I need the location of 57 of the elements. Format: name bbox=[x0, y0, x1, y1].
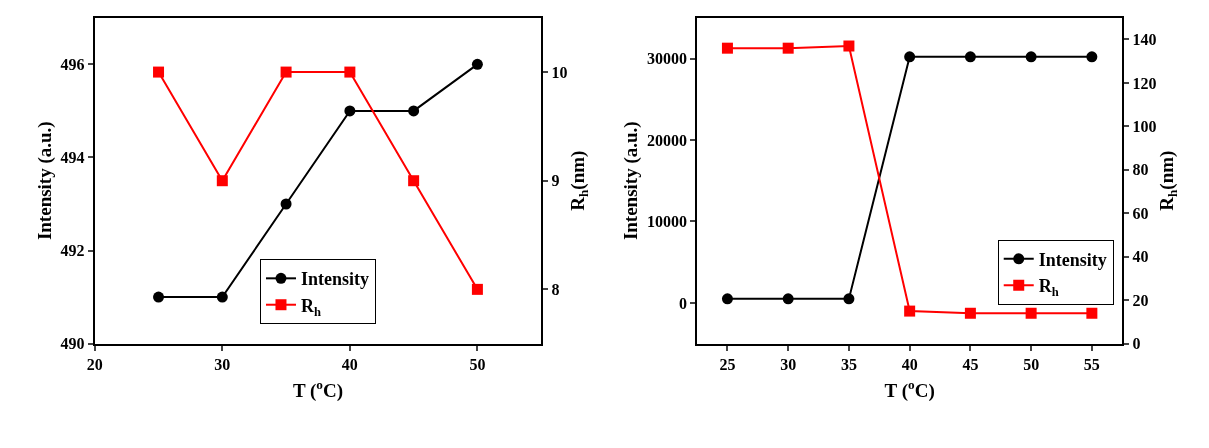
y-axis-title: Intensity (a.u.) bbox=[33, 121, 56, 241]
y2-tick-label: 100 bbox=[1132, 118, 1157, 135]
y-tick-label: 20000 bbox=[646, 131, 687, 149]
point bbox=[344, 66, 356, 78]
point bbox=[280, 198, 292, 210]
y2-tick-label: 10 bbox=[551, 63, 568, 81]
x-tick-label: 45 bbox=[962, 355, 979, 373]
point bbox=[153, 66, 165, 78]
y2-tick-label: 40 bbox=[1132, 248, 1149, 266]
y-tick-label: 494 bbox=[60, 149, 85, 167]
legend-label: Intensity bbox=[300, 269, 369, 290]
point bbox=[216, 175, 228, 187]
x-tick-label: 55 bbox=[1083, 355, 1100, 373]
point bbox=[1086, 307, 1098, 319]
x-tick-label: 35 bbox=[840, 355, 857, 373]
legend-label: Intensity bbox=[1038, 249, 1107, 270]
y-tick-label: 490 bbox=[60, 335, 85, 353]
y-tick-label: 30000 bbox=[646, 50, 687, 68]
x-tick-label: 40 bbox=[341, 355, 358, 373]
point bbox=[721, 42, 733, 54]
x-tick-label: 50 bbox=[469, 355, 486, 373]
y2-tick-label: 9 bbox=[551, 172, 560, 190]
x-tick-label: 50 bbox=[1023, 355, 1040, 373]
point bbox=[843, 40, 855, 52]
point bbox=[408, 105, 420, 117]
y-tick-label: 10000 bbox=[646, 213, 687, 231]
point bbox=[471, 58, 483, 70]
y2-tick-label: 120 bbox=[1132, 74, 1157, 92]
point bbox=[408, 175, 420, 187]
legend-label: R$_{h}$ bbox=[300, 295, 321, 319]
point bbox=[216, 291, 228, 303]
y2-tick-label: 80 bbox=[1132, 161, 1149, 179]
point bbox=[904, 305, 916, 317]
y-tick-label: 492 bbox=[60, 242, 85, 260]
legend-label: R$_{h}$ bbox=[1038, 276, 1059, 299]
x-tick-label: 30 bbox=[214, 355, 231, 373]
y-tick-label: 496 bbox=[60, 55, 85, 73]
y-tick-label: 0 bbox=[678, 294, 687, 312]
point bbox=[964, 307, 976, 319]
x-tick-label: 20 bbox=[86, 355, 103, 373]
point bbox=[280, 66, 292, 78]
point bbox=[153, 291, 165, 303]
y2-tick-label: 8 bbox=[551, 280, 560, 298]
y2-tick-label: 140 bbox=[1132, 31, 1157, 49]
point bbox=[1025, 307, 1037, 319]
point bbox=[344, 105, 356, 117]
y2-tick-label: 60 bbox=[1132, 204, 1149, 222]
x-axis-title: T ($^{o}$C) bbox=[884, 377, 935, 403]
y-axis-title: Intensity (a.u.) bbox=[620, 121, 643, 241]
x-axis-title: T ($^{o}$C) bbox=[292, 377, 344, 403]
y2-tick-label: 0 bbox=[1132, 335, 1141, 353]
x-tick-label: 40 bbox=[901, 355, 918, 373]
y2-tick-label: 20 bbox=[1132, 291, 1149, 309]
point bbox=[782, 42, 794, 54]
x-tick-label: 25 bbox=[719, 355, 736, 373]
x-tick-label: 30 bbox=[780, 355, 797, 373]
point bbox=[471, 283, 483, 295]
